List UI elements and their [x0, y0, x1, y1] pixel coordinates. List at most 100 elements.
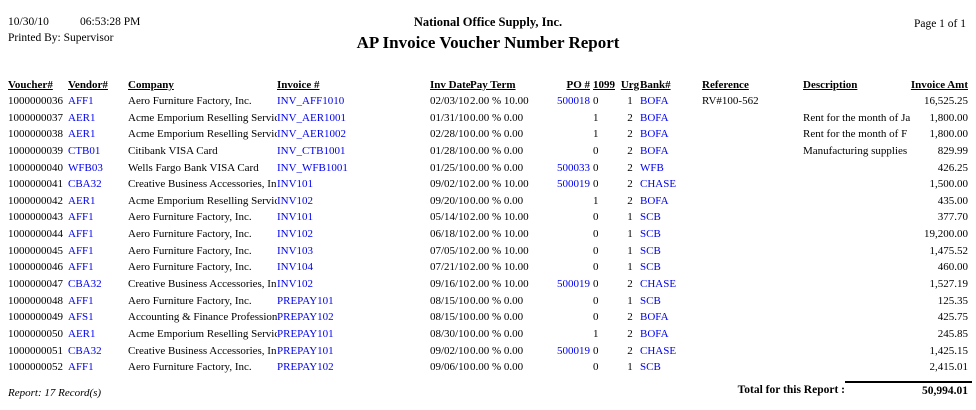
company-cell: Creative Business Accessories, In	[128, 278, 277, 291]
table-row: 1000000046 AFF1 Aero Furniture Factory, In…	[8, 259, 968, 276]
1099-cell: 0	[593, 211, 599, 224]
amount-cell: 435.00	[937, 194, 968, 207]
invoice-link[interactable]: INV_AER1001	[277, 111, 347, 124]
inv-date-cell: 06/18/10	[430, 228, 470, 241]
po-link[interactable]: 500019	[557, 344, 590, 357]
vendor-link[interactable]: AER1	[68, 327, 96, 340]
company-cell: Acme Emporium Reselling Servic	[128, 111, 277, 124]
inv-date-cell: 09/02/10	[430, 344, 470, 357]
table-row: 1000000044 AFF1 Aero Furniture Factory, In…	[8, 226, 968, 243]
vendor-link[interactable]: CBA32	[68, 344, 102, 357]
vendor-link[interactable]: AER1	[68, 194, 96, 207]
1099-cell: 0	[593, 294, 599, 307]
invoice-link[interactable]: PREPAY101	[277, 294, 334, 307]
voucher-cell: 1000000052	[8, 361, 63, 374]
inv-date-cell: 09/16/10	[430, 278, 470, 291]
vendor-link[interactable]: AFF1	[68, 211, 94, 224]
po-link[interactable]: 500018	[557, 95, 590, 107]
amount-cell: 1,500.00	[929, 178, 969, 191]
vendor-link[interactable]: AER1	[68, 128, 96, 141]
vendor-link[interactable]: AFF1	[68, 244, 94, 257]
bank-link[interactable]: CHASE	[640, 278, 677, 291]
vendor-link[interactable]: AFF1	[68, 95, 94, 107]
voucher-cell: 1000000042	[8, 194, 63, 207]
invoice-link[interactable]: INV102	[277, 278, 314, 291]
company-cell: Acme Emporium Reselling Servic	[128, 194, 277, 207]
vendor-link[interactable]: CBA32	[68, 178, 102, 191]
bank-link[interactable]: SCB	[640, 294, 661, 307]
urg-cell: 2	[627, 344, 633, 357]
invoice-link[interactable]: INV_WFB1001	[277, 161, 348, 174]
vendor-link[interactable]: AFF1	[68, 261, 94, 274]
vendor-link[interactable]: AFF1	[68, 361, 94, 374]
po-link	[540, 259, 590, 276]
vendor-link[interactable]: AFF1	[68, 228, 94, 241]
po-link[interactable]: 500033	[557, 161, 590, 174]
vendor-link[interactable]: CTB01	[68, 144, 101, 157]
invoice-link[interactable]: INV101	[277, 211, 314, 224]
company-cell: Aero Furniture Factory, Inc.	[128, 228, 252, 241]
invoice-link[interactable]: INV102	[277, 194, 314, 207]
po-link[interactable]: 500019	[557, 178, 590, 191]
urg-cell: 1	[627, 95, 633, 107]
bank-link[interactable]: WFB	[640, 161, 664, 174]
bank-link[interactable]: SCB	[640, 228, 661, 241]
reference-cell	[702, 243, 803, 260]
urg-cell: 2	[627, 194, 633, 207]
invoice-link[interactable]: INV_AER1002	[277, 128, 347, 141]
invoice-link[interactable]: INV103	[277, 244, 314, 257]
bank-link[interactable]: SCB	[640, 261, 661, 274]
vendor-link[interactable]: CBA32	[68, 278, 102, 291]
invoice-link[interactable]: PREPAY102	[277, 311, 334, 324]
amount-cell: 426.25	[937, 161, 968, 174]
1099-cell: 0	[593, 95, 599, 107]
invoice-link[interactable]: INV102	[277, 228, 314, 241]
bank-link[interactable]: BOFA	[640, 95, 669, 107]
reference-cell	[702, 193, 803, 210]
company-cell: Creative Business Accessories, In	[128, 344, 277, 357]
bank-link[interactable]: BOFA	[640, 128, 669, 141]
bank-link[interactable]: BOFA	[640, 144, 669, 157]
po-link	[540, 359, 590, 376]
po-link[interactable]: 500019	[557, 278, 590, 291]
company-cell: Acme Emporium Reselling Servic	[128, 327, 277, 340]
pay-term-cell: 0.00 % 0.00	[470, 144, 524, 157]
invoice-link[interactable]: INV_AFF1010	[277, 95, 345, 107]
total-label: Total for this Report :	[737, 384, 845, 396]
description-cell: Rent for the month of Ja	[803, 111, 911, 124]
bank-link[interactable]: CHASE	[640, 344, 677, 357]
inv-date-cell: 09/02/10	[430, 178, 470, 191]
voucher-cell: 1000000045	[8, 244, 63, 257]
bank-link[interactable]: SCB	[640, 211, 661, 224]
page-number: Page 1 of 1	[913, 18, 966, 30]
invoice-link[interactable]: INV_CTB1001	[277, 144, 346, 157]
bank-link[interactable]: BOFA	[640, 311, 669, 324]
bank-link[interactable]: SCB	[640, 361, 661, 374]
col-header-f1099: 1099	[593, 79, 615, 91]
vendor-link[interactable]: AFS1	[68, 311, 94, 324]
reference-cell	[702, 359, 803, 376]
vendor-link[interactable]: AER1	[68, 111, 96, 124]
urg-cell: 1	[627, 228, 633, 241]
inv-date-cell: 08/15/10	[430, 294, 470, 307]
amount-cell: 16,525.25	[924, 95, 968, 107]
vendor-link[interactable]: WFB03	[68, 161, 103, 174]
bank-link[interactable]: CHASE	[640, 178, 677, 191]
description-cell	[803, 326, 906, 343]
vendor-link[interactable]: AFF1	[68, 294, 94, 307]
bank-link[interactable]: SCB	[640, 244, 661, 257]
inv-date-cell: 07/21/10	[430, 261, 470, 274]
col-header-urg: Urg	[620, 79, 640, 91]
bank-link[interactable]: BOFA	[640, 327, 669, 340]
bank-link[interactable]: BOFA	[640, 111, 669, 124]
reference-cell	[702, 343, 803, 360]
invoice-link[interactable]: PREPAY101	[277, 344, 334, 357]
invoice-link[interactable]: PREPAY101	[277, 327, 334, 340]
bank-link[interactable]: BOFA	[640, 194, 669, 207]
invoice-link[interactable]: INV101	[277, 178, 314, 191]
col-header-pay_term: Pay Term	[470, 79, 516, 91]
urg-cell: 1	[627, 261, 633, 274]
invoice-link[interactable]: PREPAY102	[277, 361, 334, 374]
invoice-link[interactable]: INV104	[277, 261, 314, 274]
voucher-cell: 1000000048	[8, 294, 63, 307]
